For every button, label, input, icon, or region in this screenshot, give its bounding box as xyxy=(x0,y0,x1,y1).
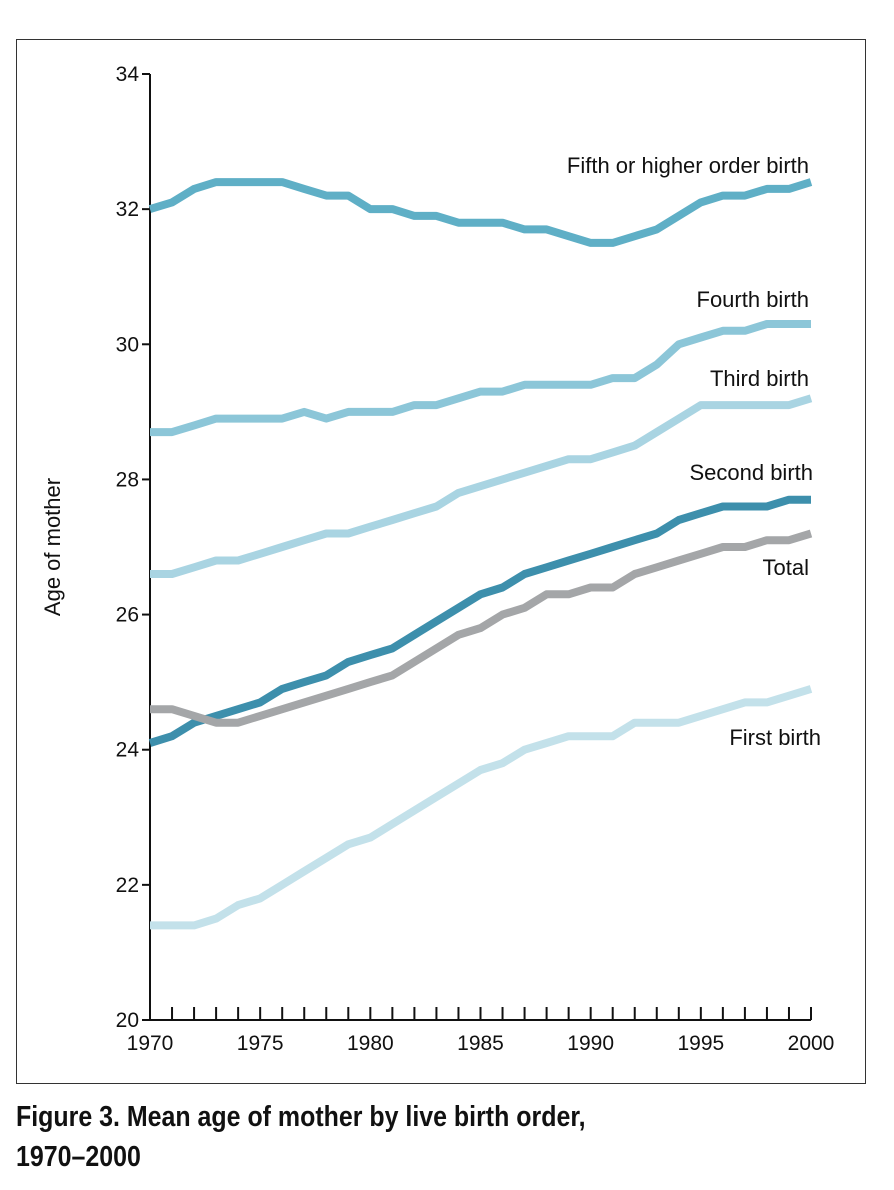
chart-frame xyxy=(16,39,866,1084)
series-labels: Fifth or higher order birth Fourth birth T… xyxy=(567,153,821,750)
series-label: Fifth or higher order birth xyxy=(567,153,809,178)
series-line xyxy=(150,685,813,930)
y-tick-label: 34 xyxy=(116,63,140,86)
y-tick-label: 28 xyxy=(116,468,139,491)
y-tick-label: 30 xyxy=(116,333,139,356)
series-line xyxy=(150,394,813,578)
y-tick-label: 24 xyxy=(116,739,140,762)
caption-line-1: Figure 3. Mean age of mother by live bir… xyxy=(16,1101,586,1133)
y-tick-label: 32 xyxy=(116,198,139,221)
line-chart: 20 22 24 26 28 30 32 34 1970 1975 1980 1985 1990 199… xyxy=(40,63,835,1055)
series-line xyxy=(148,495,811,747)
caption-line-2: 1970–2000 xyxy=(16,1141,141,1173)
x-tick-label: 1985 xyxy=(457,1032,504,1055)
series-lines xyxy=(148,178,813,930)
x-axis: 1970 1975 1980 1985 1990 1995 2000 xyxy=(127,1007,835,1055)
series-label: Total xyxy=(763,555,809,580)
series-line xyxy=(150,320,811,437)
y-tick-label: 26 xyxy=(116,604,139,627)
x-tick-label: 1975 xyxy=(237,1032,284,1055)
series-line xyxy=(148,178,813,247)
x-tick-label: 1970 xyxy=(127,1032,174,1055)
y-axis: 20 22 24 26 28 30 32 34 xyxy=(116,63,151,1032)
x-tick-label: 1990 xyxy=(567,1032,614,1055)
series-label: First birth xyxy=(729,725,821,750)
y-axis-title: Age of mother xyxy=(40,478,65,616)
series-line xyxy=(150,529,813,727)
x-tick-label: 1995 xyxy=(677,1032,724,1055)
y-tick-label: 22 xyxy=(116,874,139,897)
x-tick-label: 2000 xyxy=(788,1032,835,1055)
figure-caption: Figure 3. Mean age of mother by live bir… xyxy=(16,1097,756,1177)
x-tick-label: 1980 xyxy=(347,1032,394,1055)
series-label: Third birth xyxy=(710,366,809,391)
series-label: Second birth xyxy=(689,460,813,485)
y-tick-label: 20 xyxy=(116,1009,139,1032)
series-label: Fourth birth xyxy=(697,287,810,312)
